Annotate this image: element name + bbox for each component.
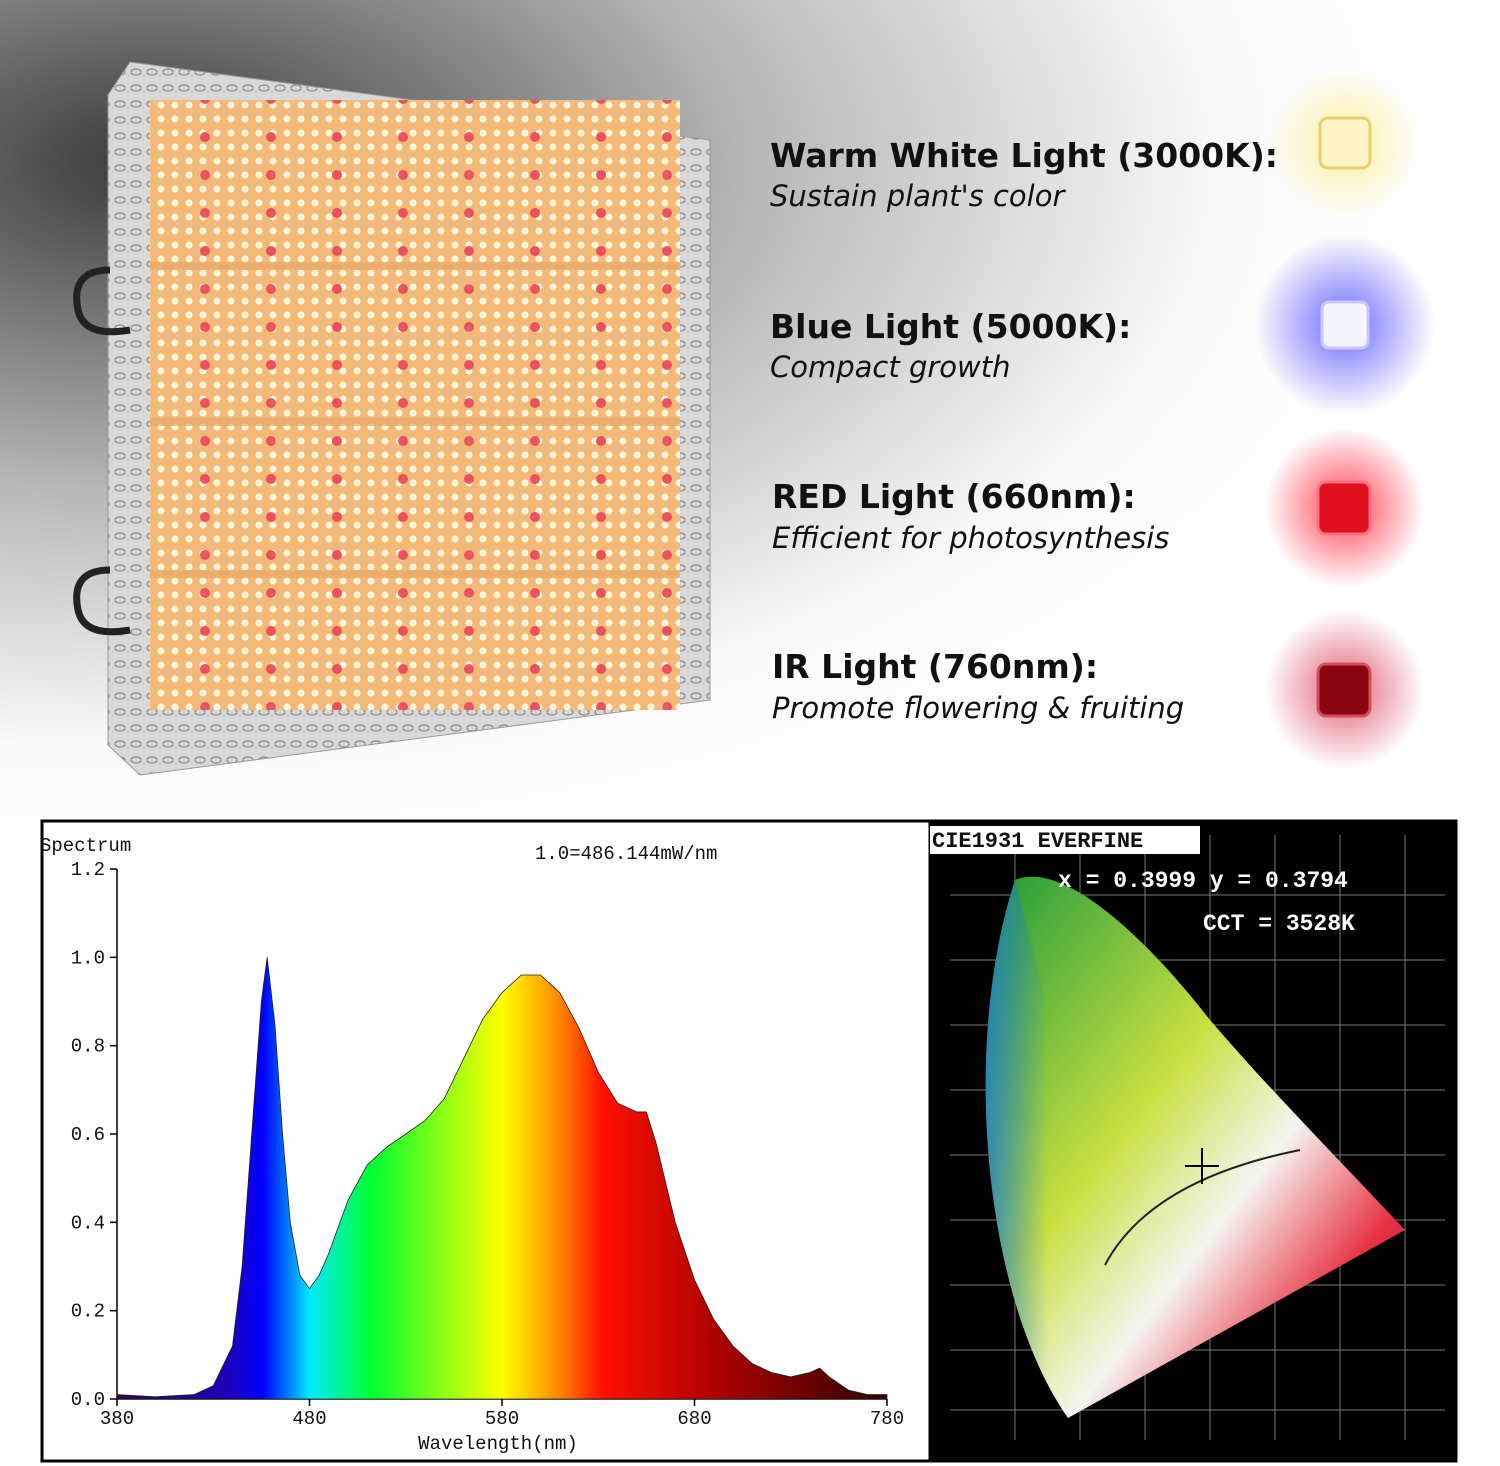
cie-cct: CCT = 3528K — [1203, 911, 1355, 937]
feature-subtitle: Efficient for photosynthesis — [772, 521, 1169, 555]
x-tick-label: 680 — [677, 1408, 711, 1430]
x-axis-label: Wavelength(nm) — [418, 1433, 578, 1455]
y-tick-label: 0.0 — [71, 1389, 105, 1411]
feature-title: IR Light (760nm): — [772, 647, 1098, 686]
x-tick-label: 780 — [870, 1408, 904, 1430]
product-panel — [73, 61, 711, 776]
cie-diagram — [928, 819, 1458, 1463]
feature-title: Warm White Light (3000K): — [770, 136, 1278, 175]
feature-subtitle: Compact growth — [770, 350, 1011, 384]
y-tick-label: 0.4 — [71, 1212, 105, 1234]
feature-title: Blue Light (5000K): — [770, 307, 1131, 346]
y-tick-label: 1.2 — [71, 859, 105, 881]
spectrum-area — [116, 957, 888, 1400]
x-tick-label: 580 — [485, 1408, 519, 1430]
cie-coordinates: x = 0.3999 y = 0.3794 — [1058, 868, 1348, 894]
y-axis-label: Spectrum — [40, 835, 131, 857]
plot: 0.0 0.2 0.4 0.6 0.8 1.0 1.2 380 480 580 680 780 — [71, 859, 904, 1430]
led-icons — [1255, 68, 1435, 770]
feature-title: RED Light (660nm): — [772, 477, 1136, 516]
annotation: 1.0=486.144mW/nm — [535, 843, 717, 865]
feature-subtitle: Promote flowering & fruiting — [772, 691, 1184, 725]
x-tick-label: 380 — [100, 1408, 134, 1430]
cie-title: CIE1931 EVERFINE — [932, 829, 1143, 854]
y-tick-label: 0.8 — [71, 1036, 105, 1058]
x-tick-label: 480 — [292, 1408, 326, 1430]
y-tick-label: 0.6 — [71, 1124, 105, 1146]
feature-subtitle: Sustain plant's color — [770, 179, 1066, 213]
y-tick-label: 0.2 — [71, 1301, 105, 1323]
y-tick-label: 1.0 — [71, 947, 105, 969]
